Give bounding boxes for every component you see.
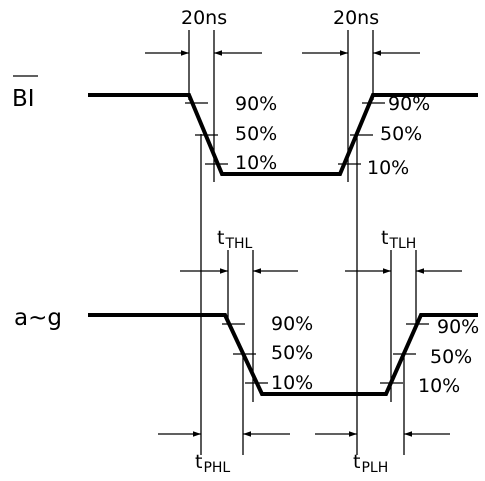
t-plh-label: tPLH	[353, 451, 388, 476]
bi-rise-level-10: 10%	[367, 157, 409, 179]
t-phl-label: tPHL	[195, 451, 230, 476]
ag-fall-level-10: 10%	[271, 372, 313, 394]
signal-label-bi: BI	[12, 86, 35, 112]
ag-rise-level-50: 50%	[430, 346, 472, 368]
a-g-waveform	[88, 313, 478, 396]
t-tlh-label: tTLH	[381, 227, 416, 252]
ag-fall-level-50: 50%	[271, 342, 313, 364]
bi-fall-time-label: 20ns	[181, 7, 227, 29]
bi-rise-time-label: 20ns	[333, 7, 379, 29]
bi-fall-level-50: 50%	[235, 123, 277, 145]
ag-rise-level-10: 10%	[418, 375, 460, 397]
t-thl-label: tTHL	[217, 227, 253, 252]
ag-rise-level-90: 90%	[437, 316, 479, 338]
bi-fall-level-10: 10%	[235, 152, 277, 174]
bi-rise-level-90: 90%	[388, 93, 430, 115]
ag-fall-level-90: 90%	[271, 313, 313, 335]
bi-rise-level-50: 50%	[380, 123, 422, 145]
signal-label-a-g: a~g	[14, 305, 62, 331]
bi-fall-level-90: 90%	[235, 93, 277, 115]
bi-waveform	[88, 93, 478, 176]
